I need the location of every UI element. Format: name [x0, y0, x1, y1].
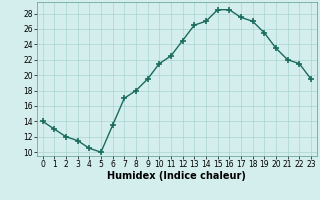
X-axis label: Humidex (Indice chaleur): Humidex (Indice chaleur) [108, 171, 246, 181]
